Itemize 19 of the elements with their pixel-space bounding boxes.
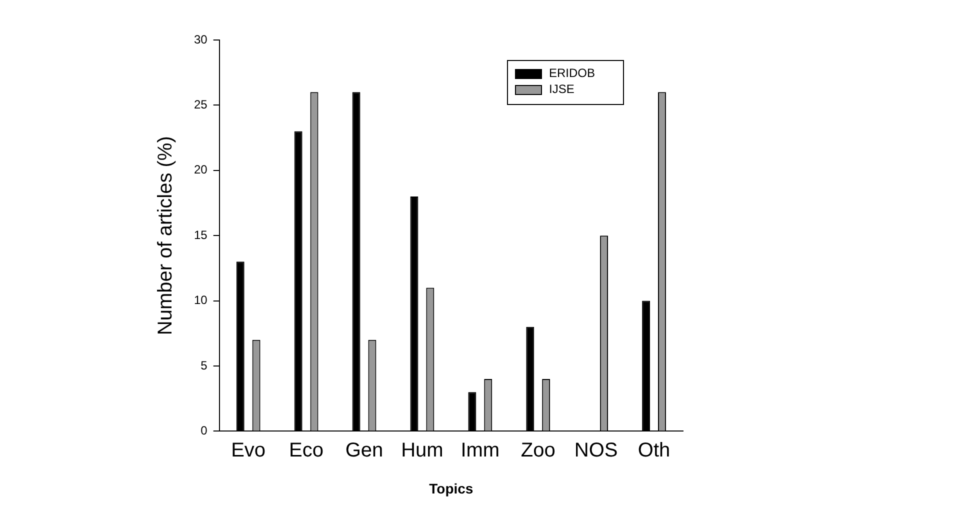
x-tick-label: Oth [638,440,670,462]
x-tick-label: NOS [574,440,618,462]
y-tick-label: 5 [200,358,208,372]
y-tick-label: 25 [194,98,208,112]
x-tick-label: Imm [460,440,500,462]
y-tick-label: 20 [194,162,208,177]
x-tick-label: Zoo [520,440,556,462]
x-tick-label: Eco [289,440,324,462]
x-tick-label: Evo [231,440,266,462]
legend-label: ERIDOB [548,66,596,80]
x-axis-title: Topics [429,480,474,496]
y-axis-title: Number of articles (%) [154,136,177,336]
y-tick-label: 15 [194,228,208,242]
legend-label: IJSE [548,82,574,96]
y-tick-label: 30 [194,32,208,46]
y-tick-label: 0 [200,424,208,438]
y-tick-label: 10 [194,293,208,308]
x-tick-label: Hum [401,440,444,462]
x-tick-label: Gen [345,440,384,462]
